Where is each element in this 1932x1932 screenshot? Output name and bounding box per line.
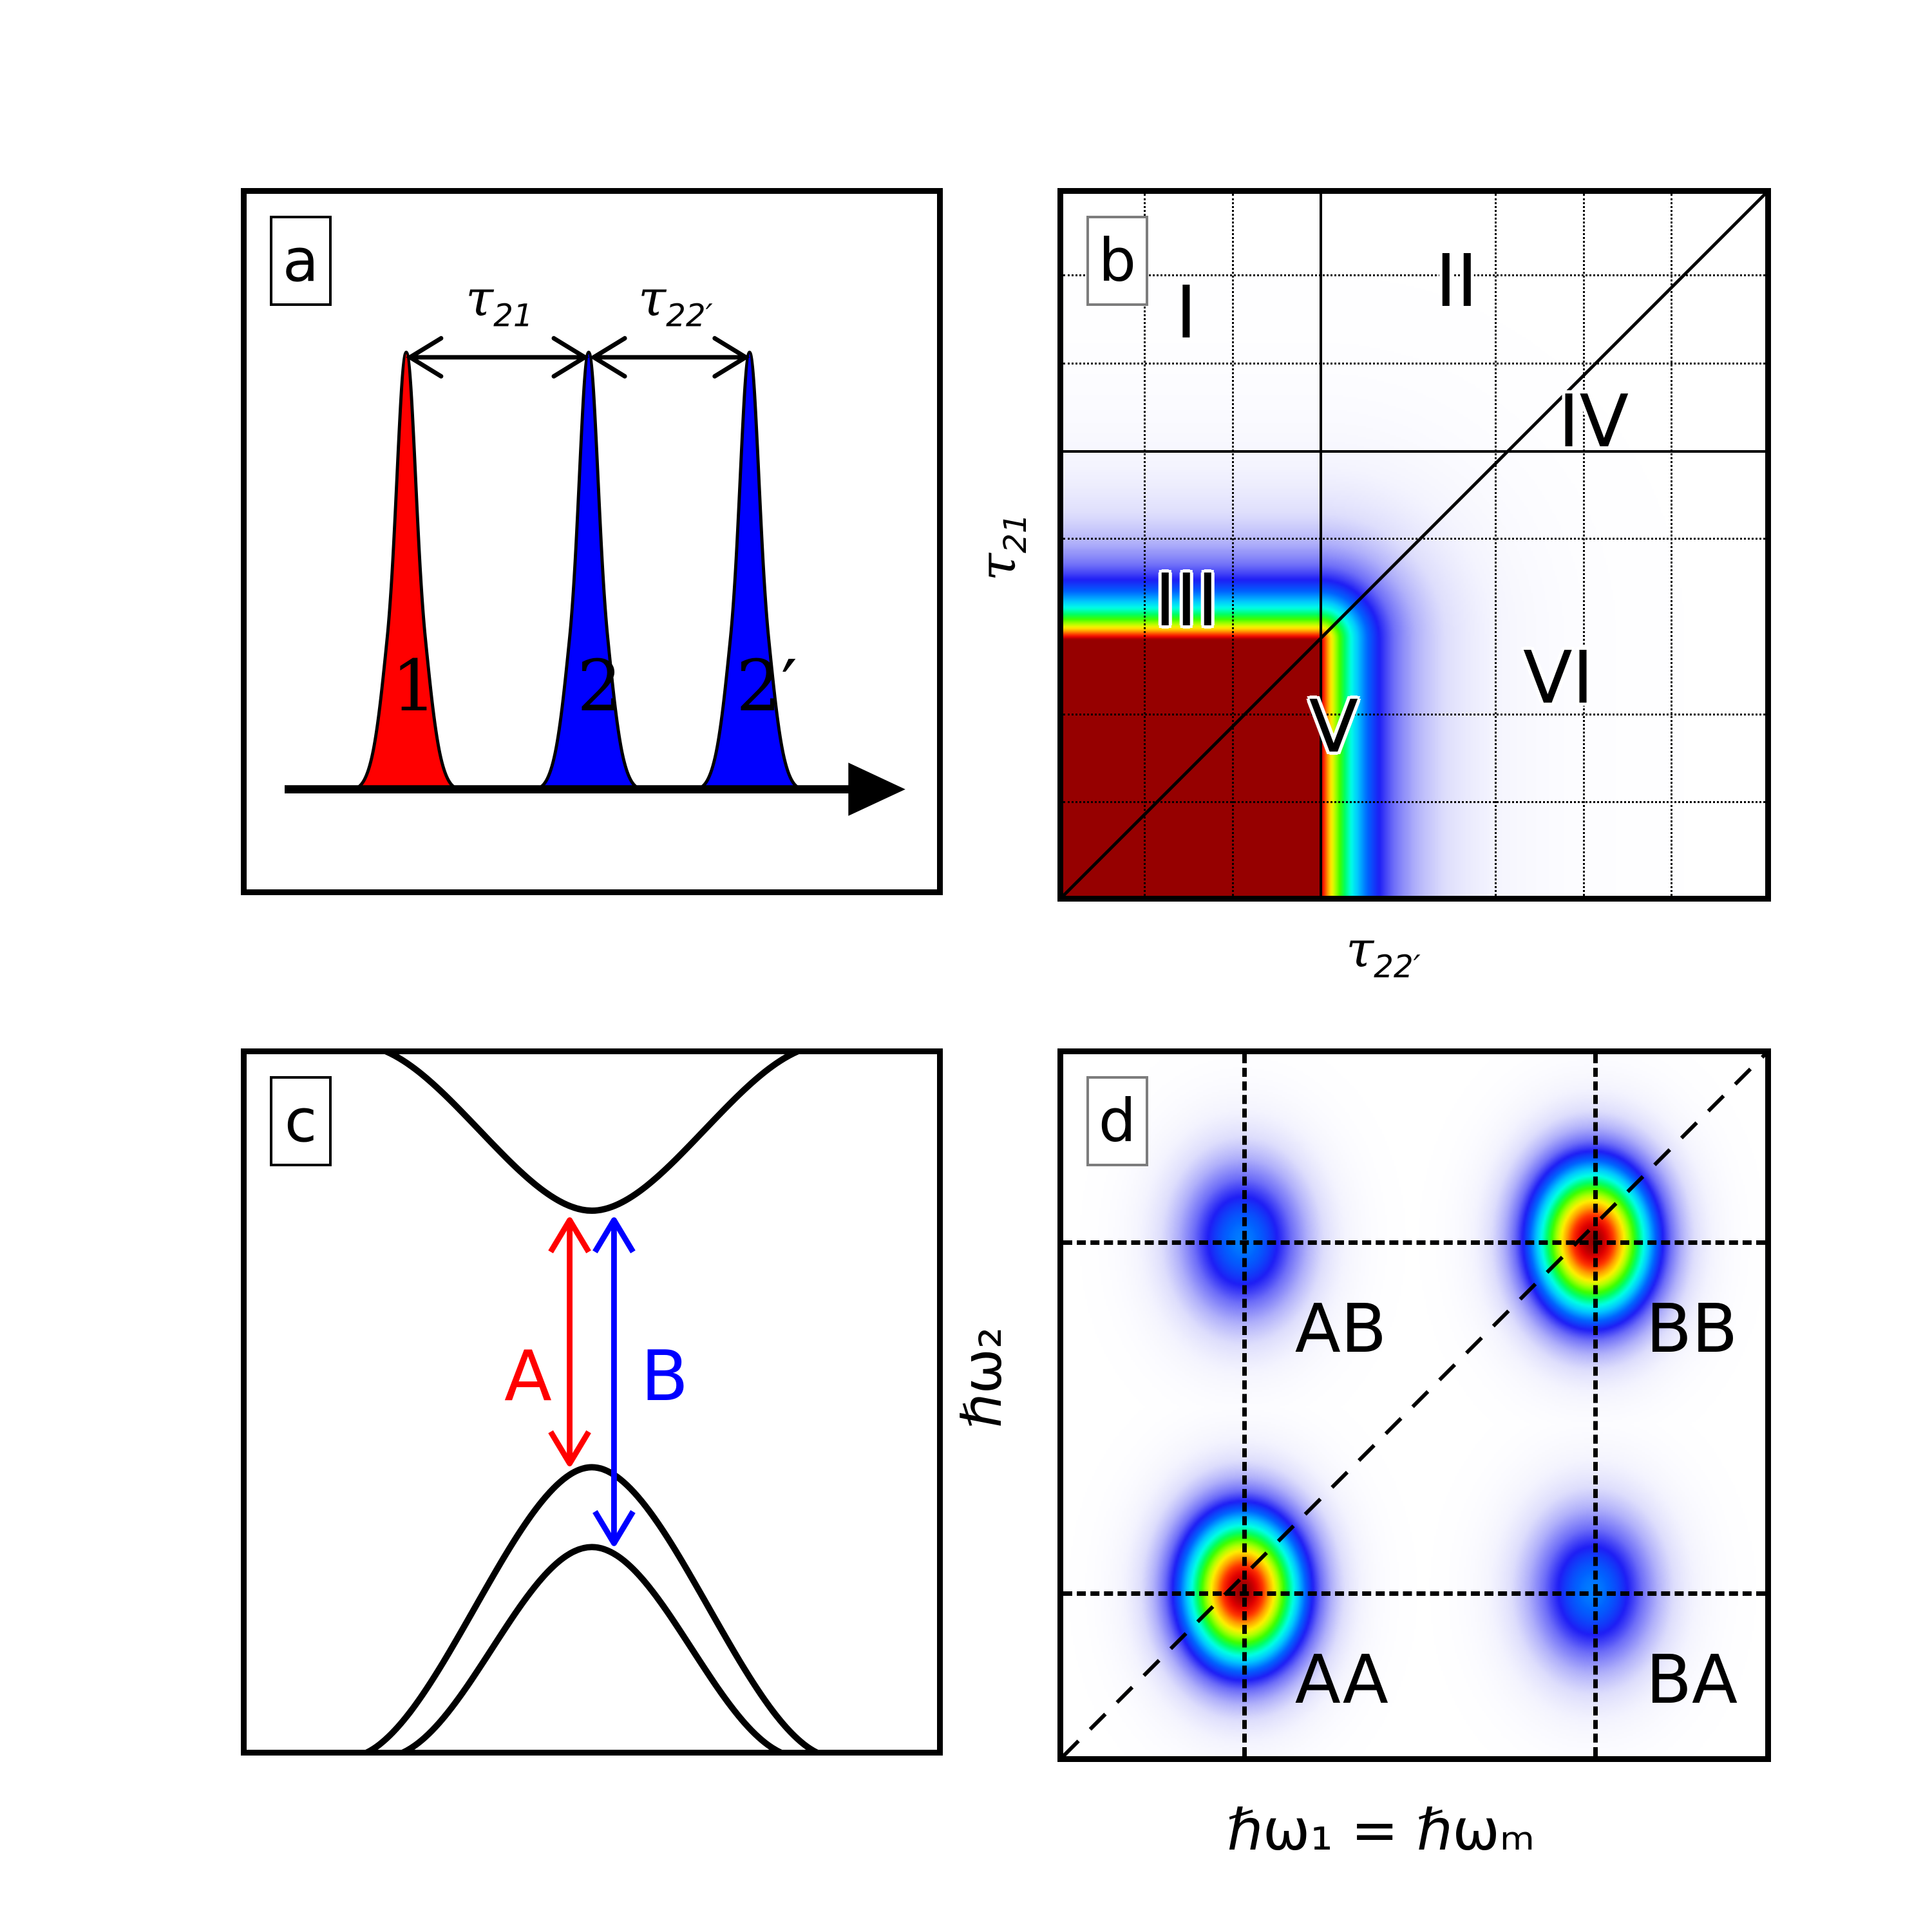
band-structure-plot (365, 1054, 819, 1750)
pulse-2-shape (534, 350, 643, 791)
tau22prime-label: τ22′ (638, 270, 713, 334)
crosshair-v-left (1242, 1054, 1247, 1756)
conduction-band (384, 1054, 799, 1214)
time-axis (285, 762, 905, 816)
panel-d: d AB BB AA BA (1057, 1048, 1771, 1762)
region-label-V: V (1309, 685, 1359, 769)
valence-band-lower (401, 1544, 782, 1750)
gridline-h-5 (1063, 800, 1765, 803)
panel-c: c A B (241, 1048, 943, 1756)
panel-d-ylabel: ℏω₂ (951, 1327, 1014, 1428)
gridline-v-5 (1670, 194, 1672, 896)
pulse-label-2prime: 2′ (736, 645, 797, 727)
transition-arrow-A (548, 1217, 591, 1466)
panel-b: b I II III IV V VI (1057, 188, 1771, 902)
gridline-h-2 (1063, 362, 1765, 365)
panel-c-tag: c (270, 1076, 332, 1166)
panel-a-tag: a (270, 216, 332, 306)
zero-axis-horizontal (1063, 450, 1765, 453)
valence-band-upper (365, 1464, 819, 1750)
zero-axis-vertical (1319, 194, 1322, 896)
panel-d-tag: d (1086, 1076, 1148, 1166)
panel-d-diagonal (1063, 1054, 1765, 1756)
tau22prime-arrow (589, 336, 750, 379)
pulse-train-plot (285, 336, 905, 816)
peak-label-BA: BA (1645, 1640, 1738, 1719)
gridline-h-1 (1063, 274, 1765, 277)
gridline-h-4 (1063, 713, 1765, 715)
gridline-v-1 (1144, 194, 1146, 896)
gridline-v-3 (1495, 194, 1497, 896)
gridline-h-3 (1063, 538, 1765, 540)
peak-label-AB: AB (1294, 1289, 1387, 1368)
panel-d-xlabel: ℏω₁ = ℏωₘ (1227, 1797, 1535, 1863)
peak-label-AA: AA (1294, 1640, 1388, 1719)
region-label-II: II (1435, 239, 1478, 323)
pulse-2prime-shape (695, 350, 804, 791)
region-label-I: I (1175, 270, 1197, 355)
pulse-2 (534, 350, 643, 791)
transition-arrow-B (592, 1217, 636, 1546)
pulse-2prime (695, 350, 804, 791)
panel-a: a τ21 τ22′ (241, 188, 943, 895)
region-label-IV: IV (1558, 379, 1629, 464)
transition-label-B: B (641, 1336, 689, 1417)
peak-label-BB: BB (1645, 1289, 1738, 1368)
panel-b-diagonal (1063, 194, 1765, 896)
pulse-label-1: 1 (392, 645, 437, 727)
gridline-v-4 (1582, 194, 1585, 896)
region-label-VI: VI (1522, 636, 1594, 720)
transition-label-A: A (504, 1336, 552, 1417)
time-arrow-head (848, 762, 905, 816)
crosshair-h-top (1063, 1240, 1765, 1245)
pulse-1 (351, 350, 461, 791)
crosshair-h-bottom (1063, 1591, 1765, 1596)
tau21-label: τ21 (466, 270, 533, 334)
panel-b-xlabel: τ22′ (1346, 921, 1421, 985)
pulse-label-2: 2 (577, 645, 622, 727)
panel-b-tag: b (1086, 216, 1148, 306)
crosshair-v-right (1593, 1054, 1598, 1756)
tau21-arrow (406, 336, 589, 379)
panel-b-ylabel: τ21 (969, 513, 1034, 582)
pulse-1-shape (351, 350, 461, 791)
gridline-v-2 (1231, 194, 1234, 896)
region-label-III: III (1154, 558, 1218, 643)
